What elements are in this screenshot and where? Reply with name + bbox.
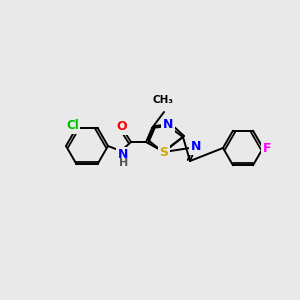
Text: N: N (118, 148, 128, 161)
Text: N: N (191, 140, 201, 154)
Text: CH₃: CH₃ (152, 95, 173, 105)
Text: Cl: Cl (66, 119, 79, 132)
Text: S: S (160, 146, 169, 158)
Text: N: N (163, 118, 173, 131)
Text: F: F (263, 142, 271, 154)
Text: O: O (117, 121, 127, 134)
Text: H: H (119, 158, 129, 168)
